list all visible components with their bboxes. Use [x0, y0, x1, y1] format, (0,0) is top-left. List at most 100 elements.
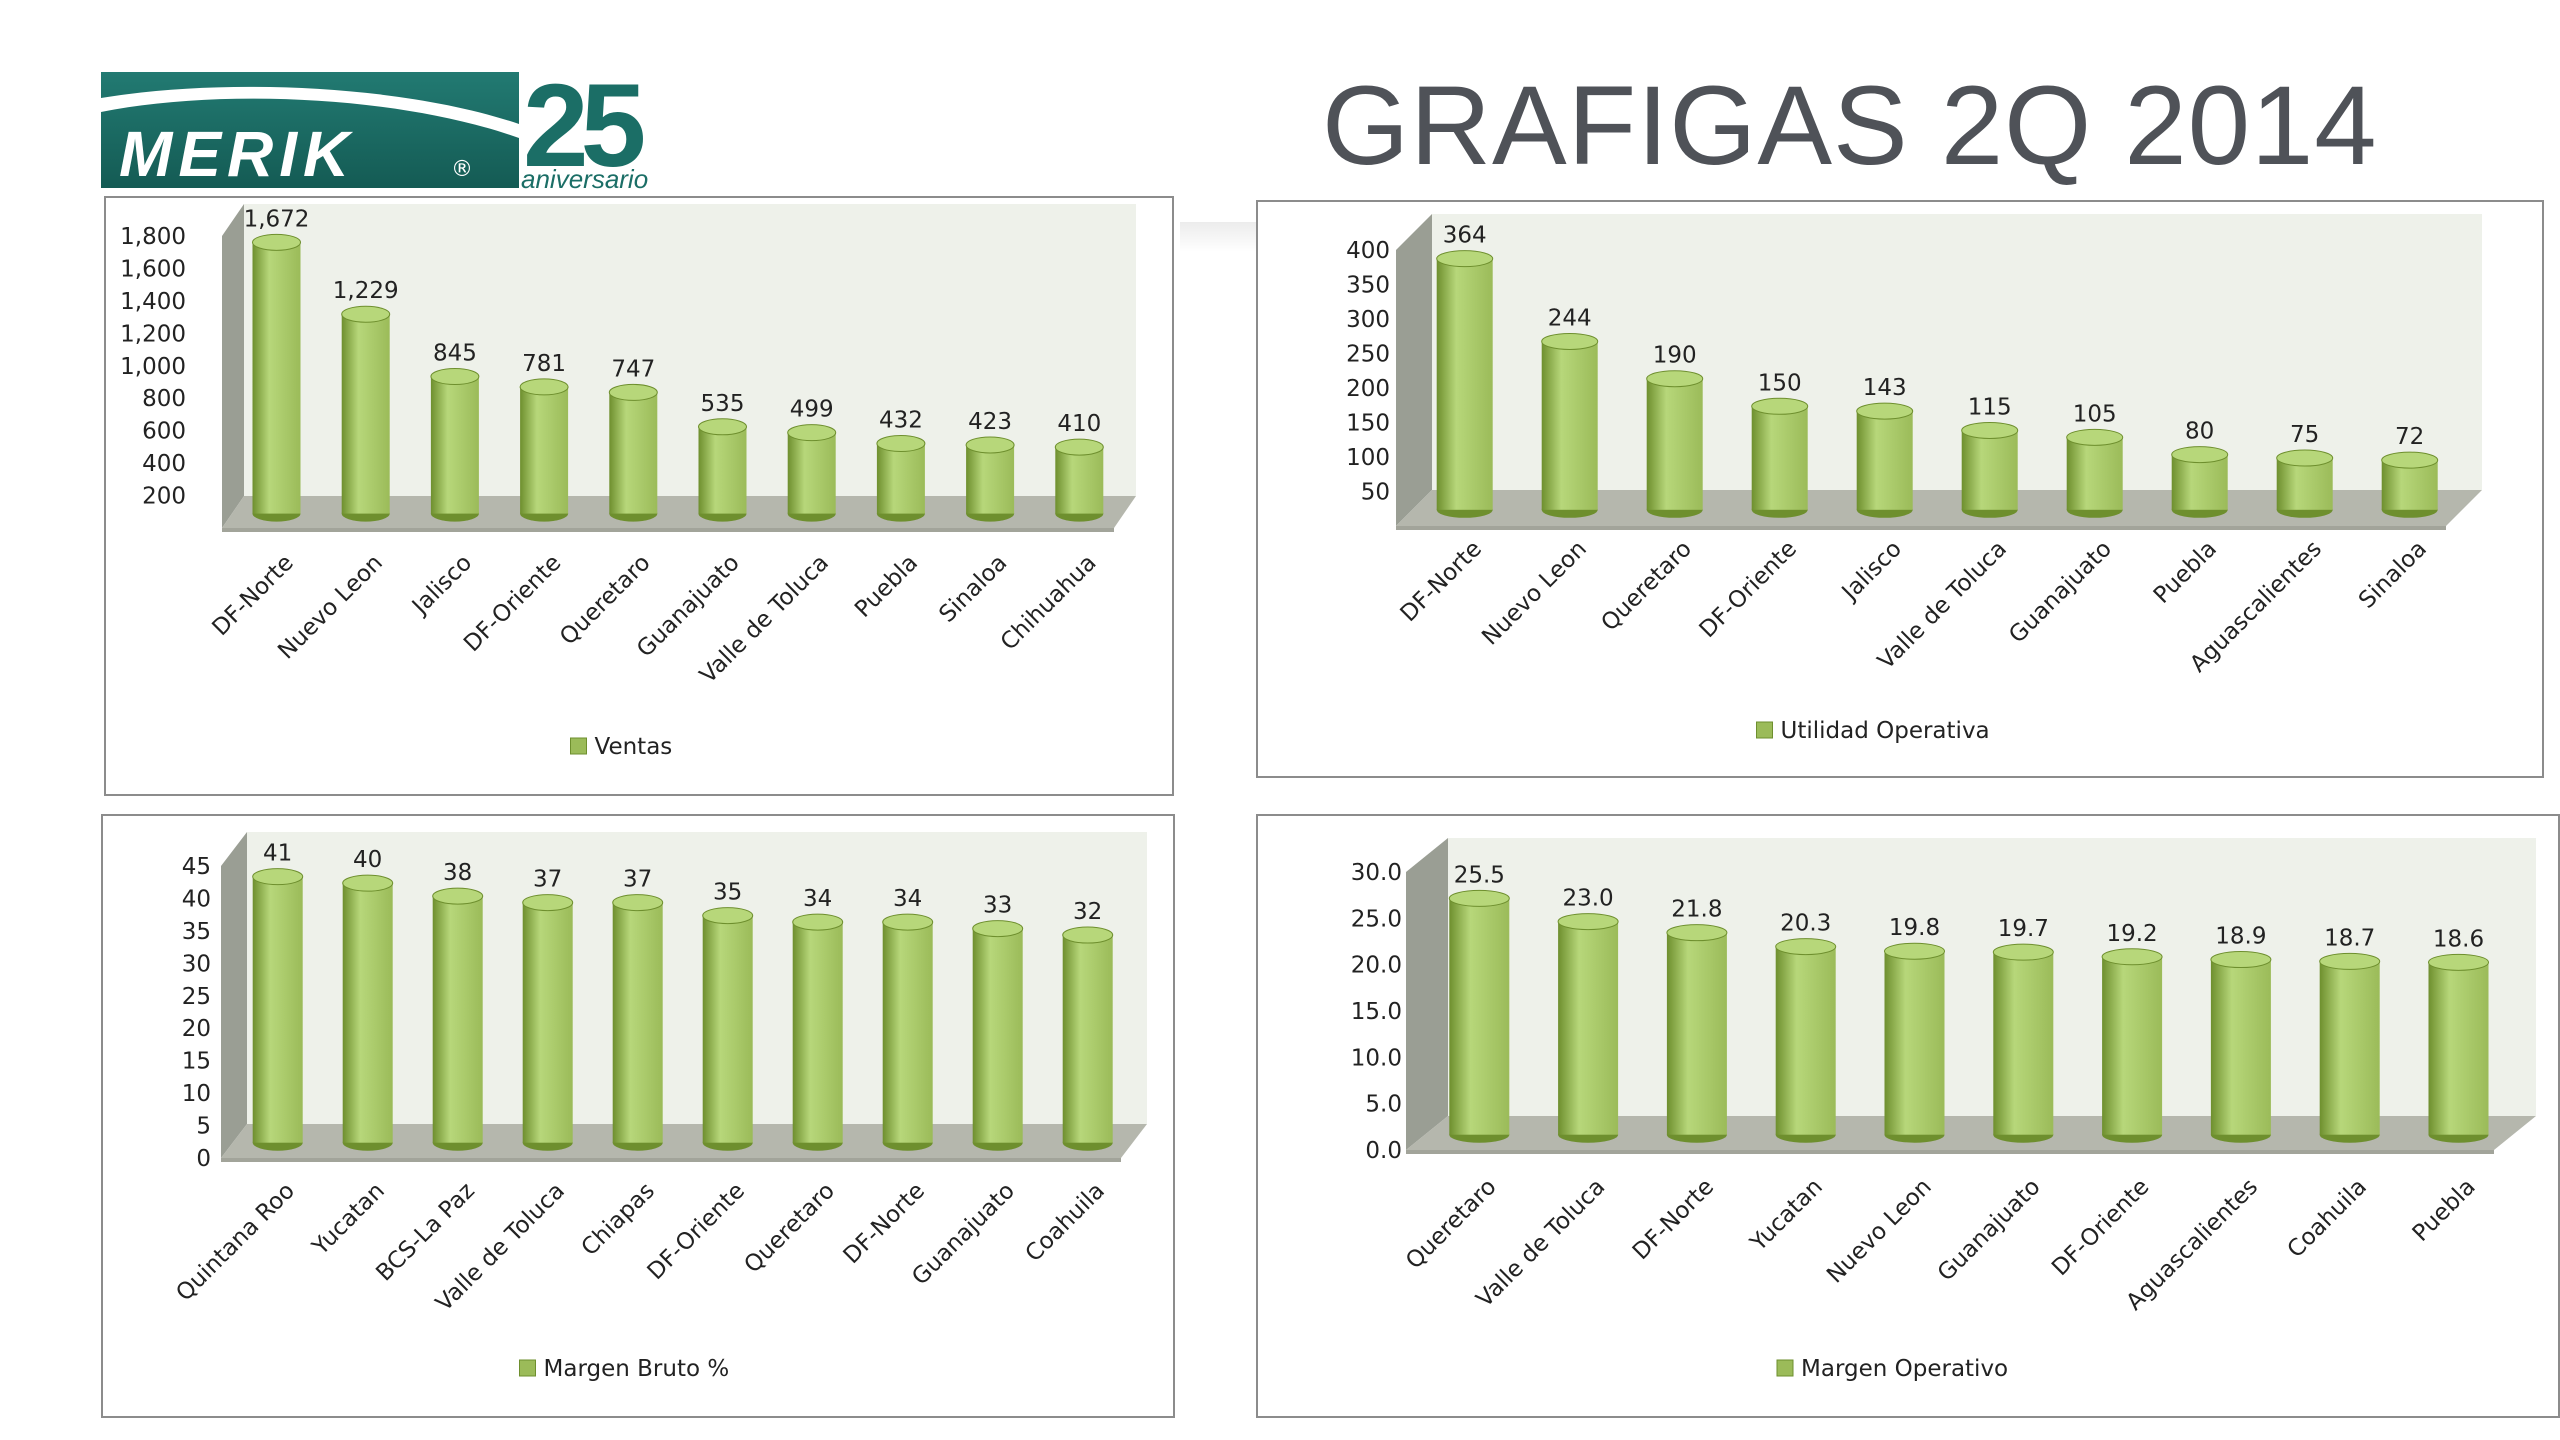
decorative-shadow — [1180, 222, 1270, 252]
data-label: 432 — [879, 408, 923, 434]
legend-swatch — [1756, 721, 1773, 739]
y-tick-label: 250 — [1346, 342, 1390, 368]
category-label-guanajuato: Guanajuato — [2004, 536, 2117, 649]
bar-top — [2381, 451, 2439, 469]
category-label-yucatan: Yucatan — [1745, 1174, 1828, 1257]
legend-swatch — [519, 1359, 536, 1377]
y-tick-label: 30.0 — [1351, 860, 1402, 886]
bar — [1884, 951, 1945, 1135]
category-label-puebla: Puebla — [850, 550, 923, 623]
bar-top — [2319, 952, 2381, 970]
y-tick-label: 5 — [196, 1114, 211, 1140]
y-tick-label: 35 — [182, 919, 211, 945]
bar-top — [430, 368, 480, 386]
bar — [1062, 935, 1113, 1143]
merik-25-aniversario-logo: MERIK ® 25 aniversario — [101, 68, 652, 194]
y-tick-label: 5.0 — [1365, 1092, 1402, 1118]
bar — [2171, 454, 2228, 510]
chart-panel-utilidad-operativa: 50 100 150 200 250 300 350 400 364 DF-Norte 244 Nue… — [1256, 200, 2544, 778]
y-tick-label: 10 — [182, 1081, 211, 1107]
y-tick-label: 400 — [142, 451, 186, 477]
bar — [972, 928, 1023, 1143]
data-label: 1,672 — [244, 206, 310, 232]
category-label-df-oriente: DF-Oriente — [643, 1178, 750, 1285]
data-label: 75 — [2290, 422, 2319, 448]
bar-top — [342, 874, 394, 892]
data-label: 35 — [713, 880, 742, 906]
bar — [1961, 430, 2018, 510]
bar-top — [608, 383, 658, 401]
bar-top — [252, 868, 304, 886]
bar — [1646, 378, 1703, 510]
category-label-df-oriente: DF-Oriente — [459, 550, 566, 657]
bar — [430, 376, 479, 514]
bar-top — [252, 233, 301, 251]
bar — [2210, 959, 2271, 1135]
data-label: 38 — [443, 860, 472, 886]
bar-top — [1062, 926, 1114, 944]
category-label-quintana-roo: Quintana Roo — [171, 1178, 300, 1307]
bar-top — [1436, 250, 1494, 268]
category-label-puebla: Puebla — [2149, 536, 2222, 609]
bar — [1449, 898, 1510, 1135]
bar — [1055, 447, 1104, 514]
data-label: 105 — [2073, 401, 2117, 427]
bar — [792, 922, 843, 1143]
chart-side-wall — [1396, 214, 1432, 526]
data-label: 80 — [2185, 419, 2214, 445]
category-label-sinaloa: Sinaloa — [934, 550, 1012, 628]
bar-top — [1646, 370, 1704, 388]
y-tick-label: 200 — [142, 484, 186, 510]
chart-floor-edge — [221, 1158, 1121, 1162]
legend-label: Ventas — [595, 734, 673, 760]
category-label-df-norte: DF-Norte — [1628, 1174, 1719, 1265]
y-tick-label: 1,800 — [120, 224, 186, 250]
bar — [1558, 921, 1619, 1135]
bar-top — [698, 418, 747, 436]
y-tick-label: 50 — [1361, 480, 1390, 506]
data-label: 423 — [968, 409, 1012, 435]
bar — [609, 392, 658, 514]
data-label: 20.3 — [1780, 911, 1831, 937]
data-label: 40 — [353, 847, 382, 873]
y-tick-label: 25 — [182, 984, 211, 1010]
y-tick-label: 1,200 — [120, 321, 186, 347]
bar-top — [1054, 438, 1104, 456]
data-label: 18.9 — [2215, 924, 2266, 950]
y-tick-label: 400 — [1346, 238, 1390, 264]
y-tick-label: 1,000 — [120, 354, 186, 380]
bar-top — [1961, 421, 2019, 439]
bar — [252, 242, 301, 514]
data-label: 37 — [623, 867, 652, 893]
bar — [876, 443, 925, 514]
bar — [342, 883, 393, 1143]
data-label: 21.8 — [1671, 897, 1722, 923]
data-label: 244 — [1548, 305, 1592, 331]
bar-top — [972, 920, 1024, 938]
legend-swatch — [1776, 1359, 1794, 1377]
bar-top — [876, 435, 926, 453]
y-tick-label: 300 — [1346, 307, 1390, 333]
bar — [432, 896, 483, 1143]
bar-top — [787, 424, 837, 442]
category-label-queretaro: Queretaro — [1596, 536, 1696, 636]
bar-top — [1666, 924, 1728, 942]
bar-top — [1856, 402, 1914, 420]
chart-side-wall — [1406, 838, 1448, 1150]
data-label: 23.0 — [1562, 886, 1613, 912]
bar-top — [1775, 938, 1837, 956]
y-tick-label: 40 — [182, 886, 211, 912]
data-label: 781 — [522, 351, 566, 377]
chart-floor-edge — [222, 528, 1114, 532]
logo-text: MERIK — [119, 118, 355, 190]
category-label-df-oriente: DF-Oriente — [2047, 1174, 2154, 1281]
data-label: 32 — [1073, 899, 1102, 925]
bar-top — [2276, 449, 2334, 467]
data-label: 535 — [701, 391, 745, 417]
bar — [612, 902, 663, 1143]
logo-subtitle: aniversario — [521, 164, 648, 194]
bar — [1541, 341, 1598, 510]
data-label: 25.5 — [1454, 862, 1505, 888]
category-label-yucatan: Yucatan — [307, 1178, 390, 1261]
bar-top — [702, 907, 754, 925]
